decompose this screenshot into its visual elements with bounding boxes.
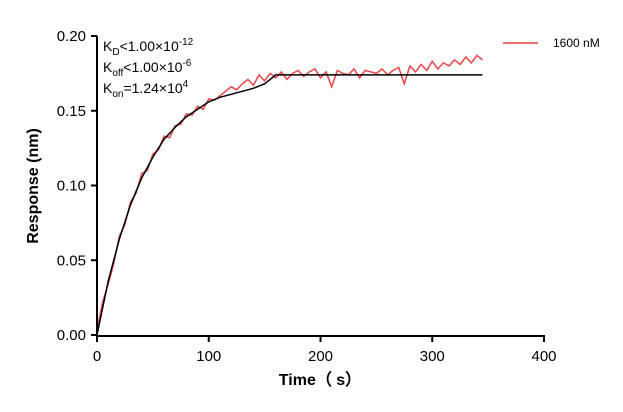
x-tick-label: 200 [308, 348, 333, 365]
kinetic-annotation: Koff<1.00×10-6 [103, 58, 192, 79]
x-axis-label: Time（ s） [279, 371, 361, 389]
kinetic-annotation: Kon=1.24×104 [103, 79, 189, 100]
series-line-1600nM [96, 54, 483, 331]
x-tick-label: 300 [420, 348, 445, 365]
x-tick-label: 100 [196, 348, 221, 365]
y-tick-label: 0.15 [57, 103, 86, 120]
y-tick-label: 0.10 [57, 178, 86, 195]
y-axis-label: Response (nm) [25, 128, 42, 244]
plot-area [96, 54, 483, 336]
kinetic-annotation: KD<1.00×10-12 [103, 37, 194, 58]
y-tick-label: 0.20 [57, 28, 86, 45]
x-tick-label: 400 [531, 348, 556, 365]
y-tick-label: 0.05 [57, 252, 86, 269]
legend-label: 1600 nM [553, 36, 600, 50]
fit-curve [96, 74, 483, 336]
y-tick-label: 0.00 [57, 327, 86, 344]
x-tick-label: 0 [93, 348, 101, 365]
